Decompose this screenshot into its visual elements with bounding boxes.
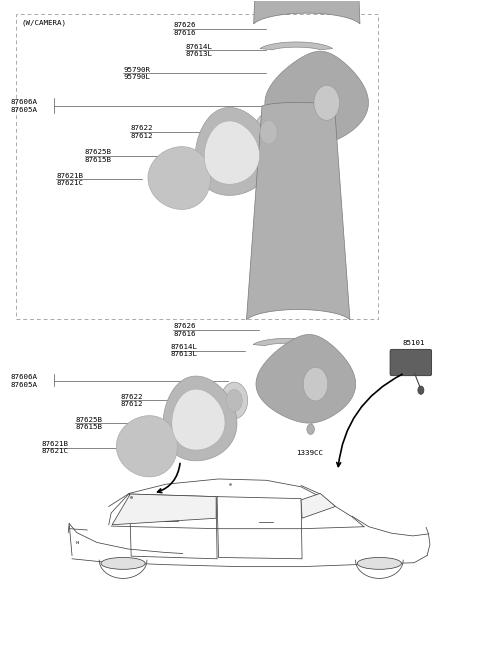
Circle shape [314, 85, 339, 120]
Ellipse shape [101, 557, 145, 570]
Polygon shape [112, 494, 216, 525]
Polygon shape [117, 416, 178, 477]
Polygon shape [253, 338, 323, 346]
Polygon shape [301, 493, 336, 518]
Circle shape [254, 112, 283, 152]
Text: 87614L
87613L: 87614L 87613L [171, 344, 198, 357]
Polygon shape [172, 389, 225, 450]
Circle shape [221, 382, 248, 419]
FancyArrowPatch shape [337, 374, 402, 466]
Circle shape [260, 120, 277, 144]
Text: 87625B
87615B: 87625B 87615B [75, 417, 102, 430]
Polygon shape [204, 121, 260, 184]
Text: 87622
87612: 87622 87612 [120, 394, 143, 407]
Circle shape [299, 69, 307, 81]
Polygon shape [195, 108, 272, 195]
Polygon shape [246, 102, 350, 320]
Polygon shape [163, 376, 237, 461]
FancyArrowPatch shape [157, 463, 180, 493]
Polygon shape [260, 42, 333, 50]
Text: 87626
87616: 87626 87616 [173, 22, 196, 35]
Text: 87622
87612: 87622 87612 [130, 125, 153, 139]
Polygon shape [148, 147, 211, 210]
Text: 87625B
87615B: 87625B 87615B [85, 149, 112, 162]
Polygon shape [265, 51, 369, 143]
Text: 87621B
87621C: 87621B 87621C [56, 173, 83, 186]
Text: 87621B
87621C: 87621B 87621C [42, 441, 69, 455]
Circle shape [418, 386, 424, 394]
Polygon shape [253, 0, 360, 24]
Text: 87626
87616: 87626 87616 [173, 323, 196, 336]
FancyBboxPatch shape [390, 350, 432, 376]
Polygon shape [256, 334, 356, 423]
Text: (W/CAMERA): (W/CAMERA) [22, 20, 66, 26]
Text: 87606A
87605A: 87606A 87605A [11, 374, 38, 388]
Text: 1339CC: 1339CC [296, 450, 324, 456]
Text: 87614L
87613L: 87614L 87613L [185, 44, 212, 57]
Text: 95790R
95790L: 95790R 95790L [123, 66, 150, 80]
Text: 85101: 85101 [402, 340, 425, 346]
Circle shape [307, 424, 314, 434]
Circle shape [226, 390, 242, 411]
Ellipse shape [357, 557, 401, 570]
Text: 87606A
87605A: 87606A 87605A [11, 99, 38, 113]
Text: H: H [76, 541, 79, 545]
Circle shape [303, 367, 328, 401]
